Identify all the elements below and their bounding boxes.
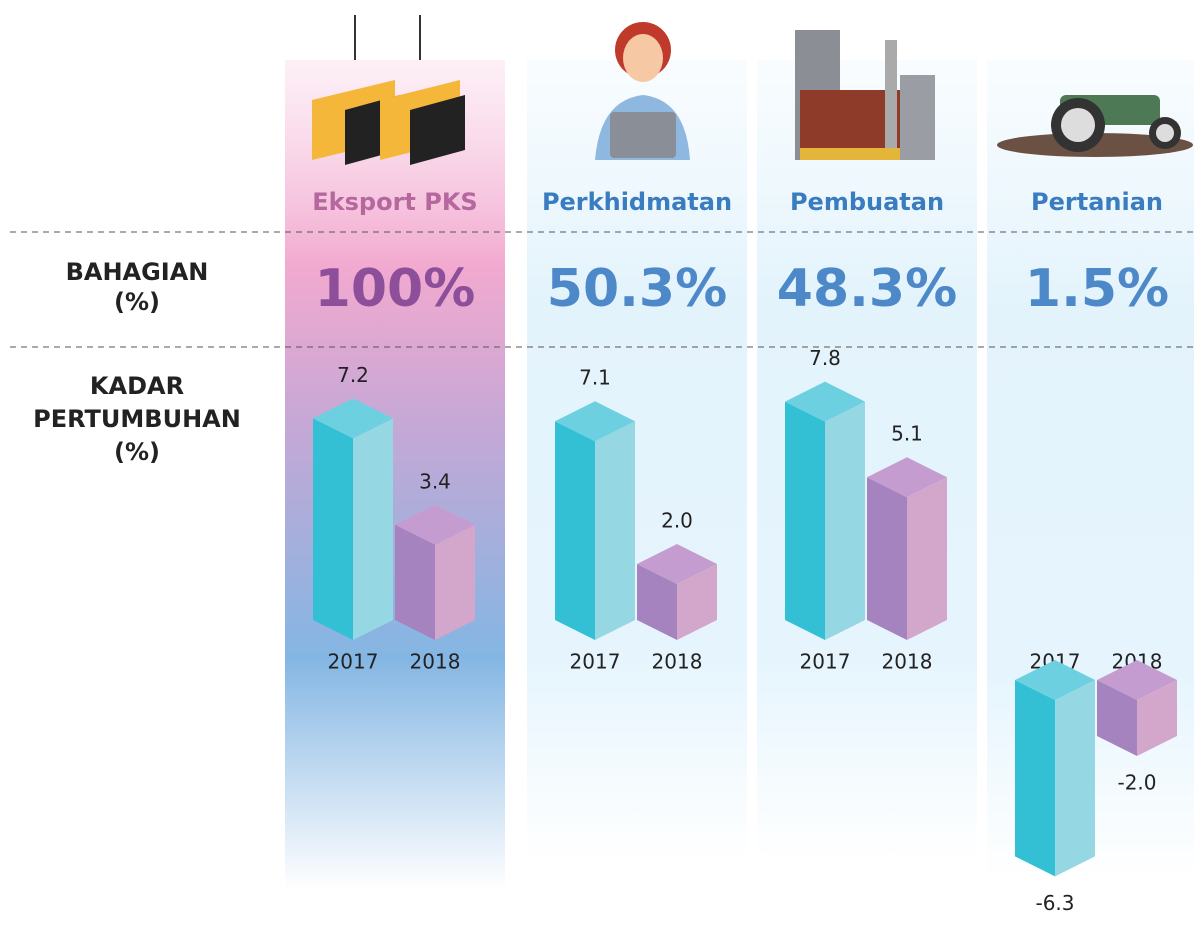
bar-face bbox=[867, 477, 907, 640]
value-label: 7.8 bbox=[809, 346, 841, 370]
value-label: 2.0 bbox=[661, 509, 693, 533]
year-label: 2017 bbox=[800, 650, 851, 674]
bar bbox=[395, 505, 475, 640]
value-label: 3.4 bbox=[419, 469, 451, 493]
share-value: 48.3% bbox=[777, 259, 957, 319]
bar-face bbox=[595, 421, 635, 640]
row-label: KADAR bbox=[90, 372, 184, 400]
bar-face bbox=[353, 418, 393, 640]
bar bbox=[555, 401, 635, 640]
row-label: (%) bbox=[114, 438, 160, 466]
bar-face bbox=[907, 477, 947, 640]
bar bbox=[1015, 660, 1095, 876]
category-label: Eksport PKS bbox=[312, 188, 477, 216]
category-label: Pertanian bbox=[1031, 188, 1163, 216]
row-labels: BAHAGIAN (%) KADAR PERTUMBUHAN (%) bbox=[33, 258, 241, 466]
bar-face bbox=[785, 402, 825, 640]
category-label: Perkhidmatan bbox=[542, 188, 732, 216]
value-label: 5.1 bbox=[891, 422, 923, 446]
value-label: -6.3 bbox=[1035, 891, 1074, 915]
bar bbox=[785, 382, 865, 640]
year-label: 2018 bbox=[882, 650, 933, 674]
value-label: 7.2 bbox=[337, 363, 369, 387]
bar-face bbox=[1055, 680, 1095, 876]
bar-face bbox=[825, 402, 865, 640]
category-label: Pembuatan bbox=[790, 188, 944, 216]
year-label: 2017 bbox=[328, 650, 379, 674]
share-value: 1.5% bbox=[1025, 259, 1169, 319]
row-label: BAHAGIAN bbox=[66, 258, 209, 286]
bar-face bbox=[395, 525, 435, 640]
row-label: (%) bbox=[114, 288, 160, 316]
bar bbox=[313, 398, 393, 640]
row-label: PERTUMBUHAN bbox=[33, 405, 241, 433]
infographic: BAHAGIAN (%) KADAR PERTUMBUHAN (%) Ekspo… bbox=[0, 0, 1194, 934]
year-label: 2018 bbox=[652, 650, 703, 674]
bar-face bbox=[313, 418, 353, 640]
bar-face bbox=[555, 421, 595, 640]
bar-face bbox=[435, 525, 475, 640]
bar bbox=[1097, 660, 1177, 756]
share-value: 100% bbox=[315, 259, 476, 319]
bar-face bbox=[1015, 680, 1055, 876]
bar bbox=[867, 457, 947, 640]
icon-factory bbox=[795, 30, 935, 160]
share-value: 50.3% bbox=[547, 259, 727, 319]
value-label: 7.1 bbox=[579, 366, 611, 390]
bar bbox=[637, 544, 717, 640]
value-label: -2.0 bbox=[1117, 771, 1156, 795]
year-label: 2018 bbox=[410, 650, 461, 674]
year-label: 2017 bbox=[570, 650, 621, 674]
